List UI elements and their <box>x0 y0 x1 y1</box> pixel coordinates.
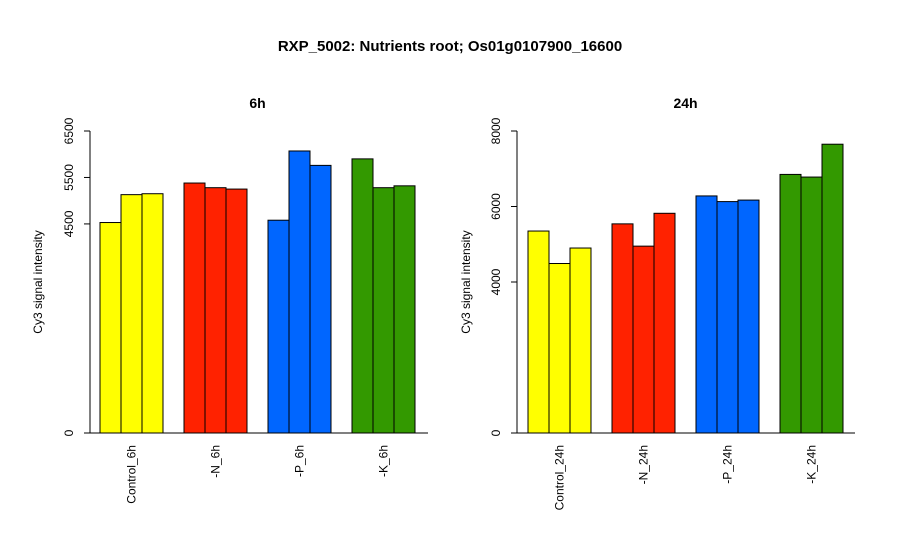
bar <box>120 194 143 434</box>
bar <box>309 164 332 434</box>
x-category-label: Control_6h <box>125 445 139 504</box>
bar <box>737 199 760 434</box>
y-tick-label: 0 <box>489 429 503 436</box>
bar <box>548 263 571 434</box>
x-category-label: -N_24h <box>637 445 651 484</box>
y-tick-label: 4500 <box>62 210 76 237</box>
x-category-label: -P_24h <box>721 445 735 484</box>
bar <box>779 173 802 434</box>
bar <box>695 195 718 434</box>
bar <box>267 219 290 434</box>
y-tick-label: 5500 <box>62 164 76 191</box>
bar <box>653 212 676 434</box>
y-axis-label-6h: Cy3 signal intensity <box>31 230 45 333</box>
panel-title-24h: 24h <box>673 95 697 111</box>
bar <box>183 182 206 434</box>
panel-24h: 24h Cy3 signal intensity 0 4000 6000 8000 Co… <box>459 95 855 510</box>
x-category-label: -P_6h <box>293 445 307 477</box>
y-tick-label: 6000 <box>489 193 503 220</box>
panel-title-6h: 6h <box>249 95 265 111</box>
chart-main-title: RXP_5002: Nutrients root; Os01g0107900_1… <box>277 38 623 55</box>
x-category-label: -K_24h <box>805 445 819 484</box>
bar <box>821 143 844 434</box>
bar <box>716 201 739 434</box>
x-category-label: -K_6h <box>377 445 391 477</box>
y-tick-label: 4000 <box>489 268 503 295</box>
x-category-label: -N_6h <box>209 445 223 478</box>
bar <box>611 223 634 434</box>
bar <box>288 150 311 434</box>
x-category-label: Control_24h <box>553 445 567 510</box>
bar <box>527 230 550 434</box>
y-axis-label-24h: Cy3 signal intensity <box>459 230 473 333</box>
y-tick-label: 6500 <box>62 117 76 144</box>
bar <box>99 222 122 434</box>
bar <box>393 185 416 434</box>
bar <box>351 158 374 434</box>
bar <box>225 188 248 434</box>
bar <box>800 176 823 434</box>
bar <box>632 245 655 434</box>
bar <box>372 187 395 434</box>
bar <box>204 187 227 434</box>
y-tick-label: 8000 <box>489 117 503 144</box>
bar <box>141 193 164 434</box>
y-tick-label: 0 <box>62 429 76 436</box>
panel-6h: 6h Cy3 signal intensity 0 4500 5500 6500 Con… <box>31 95 428 504</box>
bar <box>569 247 592 434</box>
